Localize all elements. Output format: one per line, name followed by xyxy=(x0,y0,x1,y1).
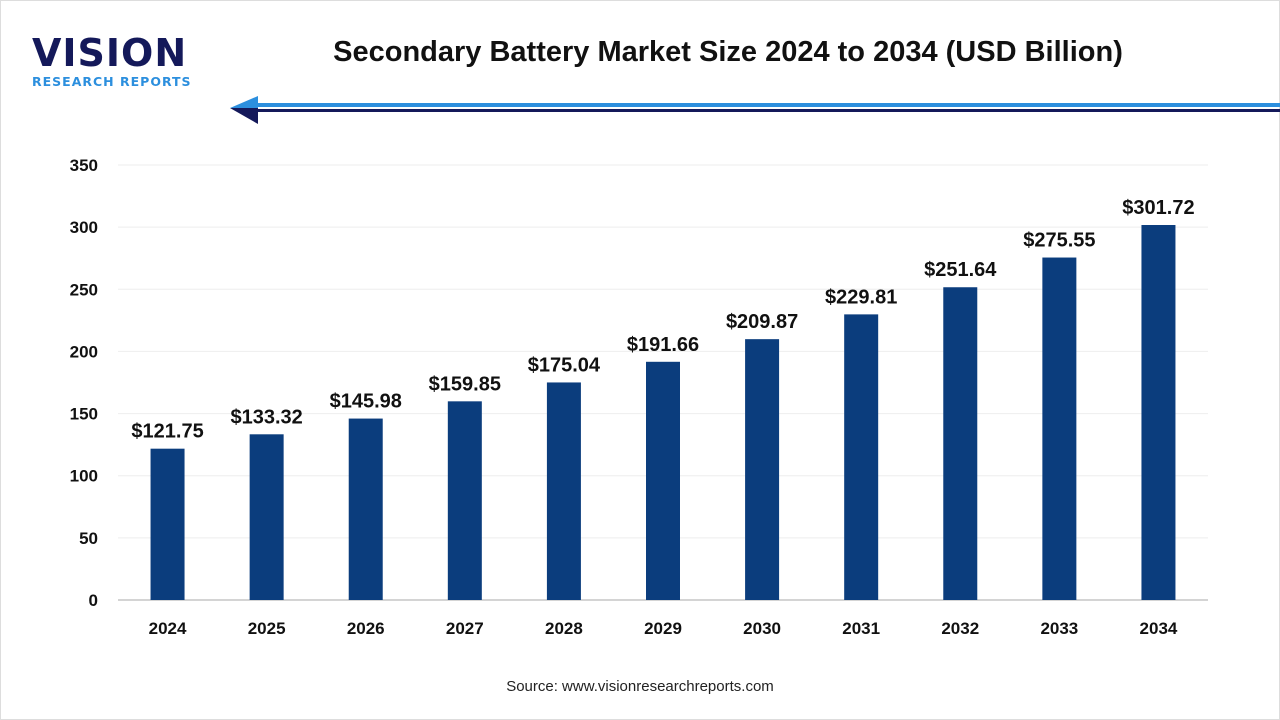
data-label: $145.98 xyxy=(330,391,402,413)
bar-2033 xyxy=(1042,257,1077,600)
y-tick-label: 150 xyxy=(70,405,98,424)
y-tick-label: 100 xyxy=(70,467,98,486)
chart-title: Secondary Battery Market Size 2024 to 20… xyxy=(333,36,1123,68)
data-label: $133.32 xyxy=(230,406,302,428)
x-tick-label: 2025 xyxy=(248,619,286,638)
x-tick-label: 2032 xyxy=(941,619,979,638)
data-label: $209.87 xyxy=(726,311,798,333)
header-arrow xyxy=(230,96,1280,124)
x-tick-label: 2026 xyxy=(347,619,385,638)
bar-2034 xyxy=(1141,225,1176,601)
x-tick-label: 2027 xyxy=(446,619,484,638)
y-tick-label: 50 xyxy=(79,529,98,548)
bar-2028 xyxy=(546,382,581,600)
x-tick-label: 2028 xyxy=(545,619,583,638)
data-label: $275.55 xyxy=(1023,230,1095,252)
data-label: $159.85 xyxy=(429,373,501,395)
bar-2025 xyxy=(249,434,284,600)
y-tick-label: 200 xyxy=(70,342,98,361)
bar-2029 xyxy=(646,361,680,600)
y-tick-label: 350 xyxy=(70,156,98,175)
x-tick-label: 2029 xyxy=(644,619,682,638)
x-tick-label: 2030 xyxy=(743,619,781,638)
data-label: $301.72 xyxy=(1122,197,1194,219)
x-tick-label: 2024 xyxy=(149,619,187,638)
x-tick-label: 2033 xyxy=(1040,619,1078,638)
bar-2027 xyxy=(447,401,482,600)
data-label: $121.75 xyxy=(131,421,203,443)
logo-brand: VISION xyxy=(32,31,188,75)
bar-2026 xyxy=(348,418,383,600)
data-label: $175.04 xyxy=(528,354,601,376)
bar-2030 xyxy=(745,339,780,600)
logo: VISION RESEARCH REPORTS xyxy=(32,34,192,89)
y-tick-label: 250 xyxy=(70,280,98,299)
x-tick-label: 2031 xyxy=(842,619,880,638)
logo-sub: RESEARCH REPORTS xyxy=(32,74,192,89)
bar-2024 xyxy=(150,448,185,600)
y-tick-label: 300 xyxy=(70,218,98,237)
data-label: $251.64 xyxy=(924,259,997,281)
source-note: Source: www.visionresearchreports.com xyxy=(506,678,774,695)
data-label: $191.66 xyxy=(627,334,699,356)
y-tick-label: 0 xyxy=(89,591,98,610)
x-tick-label: 2034 xyxy=(1140,619,1178,638)
data-label: $229.81 xyxy=(825,286,897,308)
bar-2031 xyxy=(844,314,879,600)
bar-2032 xyxy=(943,287,978,600)
